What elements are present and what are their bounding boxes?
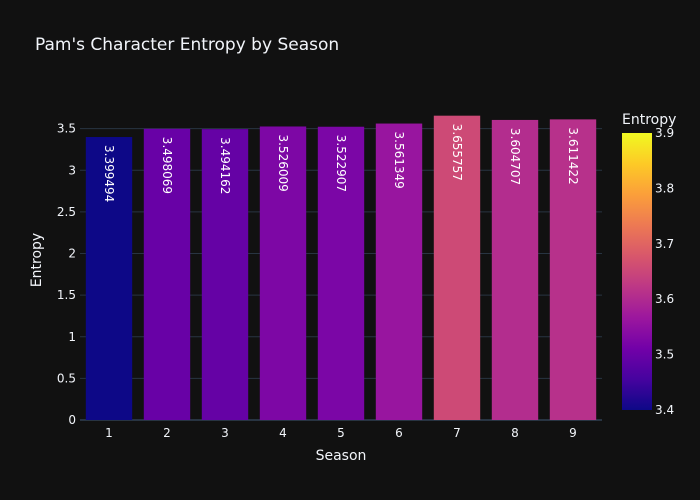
bar-value-label: 3.561349	[392, 132, 406, 189]
x-tick-label: 3	[221, 426, 229, 440]
x-axis-ticks: 1 2 3 4 5 6 7 8 9	[105, 426, 577, 440]
colorbar-tick-label: 3.4	[655, 403, 674, 417]
colorbar-tick-label: 3.6	[655, 292, 674, 306]
bar-value-label: 3.611422	[566, 127, 580, 184]
colorbar-title: Entropy	[622, 112, 676, 128]
y-tick-label: 3.5	[57, 122, 76, 136]
bar-group: 3.526009	[259, 126, 307, 420]
y-tick-label: 2.5	[57, 205, 76, 219]
bar-value-label: 3.655757	[450, 124, 464, 181]
x-tick-label: 9	[569, 426, 577, 440]
bar-group: 3.522907	[317, 126, 365, 421]
y-axis-title: Entropy	[29, 233, 45, 287]
bar-group: 3.604707	[491, 119, 539, 420]
x-axis-title: Season	[316, 448, 367, 464]
bar-group: 3.399494	[85, 137, 133, 421]
y-tick-label: 1	[68, 330, 76, 344]
bar[interactable]	[317, 126, 365, 421]
bar[interactable]	[491, 119, 539, 420]
bar-value-label: 3.498069	[160, 137, 174, 194]
bar[interactable]	[375, 123, 423, 421]
chart-title: Pam's Character Entropy by Season	[35, 35, 339, 55]
bar-group: 3.494162	[201, 129, 249, 420]
x-tick-label: 6	[395, 426, 403, 440]
bar-value-label: 3.526009	[276, 134, 290, 191]
bar[interactable]	[259, 126, 307, 420]
bar[interactable]	[549, 119, 597, 420]
y-tick-label: 3	[68, 163, 76, 177]
x-tick-label: 4	[279, 426, 287, 440]
bar-value-label: 3.494162	[218, 137, 232, 194]
bar-group: 3.611422	[549, 119, 597, 420]
x-tick-label: 5	[337, 426, 345, 440]
colorbar-tick-label: 3.9	[655, 126, 674, 140]
colorbar-tick-label: 3.8	[655, 181, 674, 195]
x-tick-label: 8	[511, 426, 519, 440]
bar-group: 3.561349	[375, 123, 423, 421]
y-tick-label: 0	[68, 413, 76, 427]
x-tick-label: 2	[163, 426, 171, 440]
y-tick-label: 0.5	[57, 371, 76, 385]
bar-group: 3.498069	[143, 128, 191, 420]
y-tick-label: 1.5	[57, 288, 76, 302]
bar[interactable]	[143, 128, 191, 420]
colorbar-ticks: 3.4 3.5 3.6 3.7 3.8 3.9	[655, 126, 674, 417]
bar[interactable]	[85, 137, 133, 421]
y-tick-label: 2	[68, 247, 76, 261]
colorbar-tick-label: 3.7	[655, 237, 674, 251]
bar-value-label: 3.399494	[102, 145, 116, 202]
x-tick-label: 7	[453, 426, 461, 440]
colorbar-tick-label: 3.5	[655, 348, 674, 362]
bar-value-label: 3.522907	[334, 135, 348, 192]
bars: 3.399494 3.498069 3.494162 3.526009 3.522907…	[85, 115, 597, 421]
bar-group: 3.655757	[433, 115, 481, 421]
bar-value-label: 3.604707	[508, 128, 522, 185]
y-axis-ticks: 0 0.5 1 1.5 2 2.5 3 3.5	[57, 122, 76, 427]
colorbar-gradient	[622, 133, 652, 410]
x-tick-label: 1	[105, 426, 113, 440]
bar[interactable]	[433, 115, 481, 421]
bar[interactable]	[201, 129, 249, 420]
colorbar: Entropy 3.4 3.5 3.6 3.7 3.8 3.9	[622, 112, 676, 417]
